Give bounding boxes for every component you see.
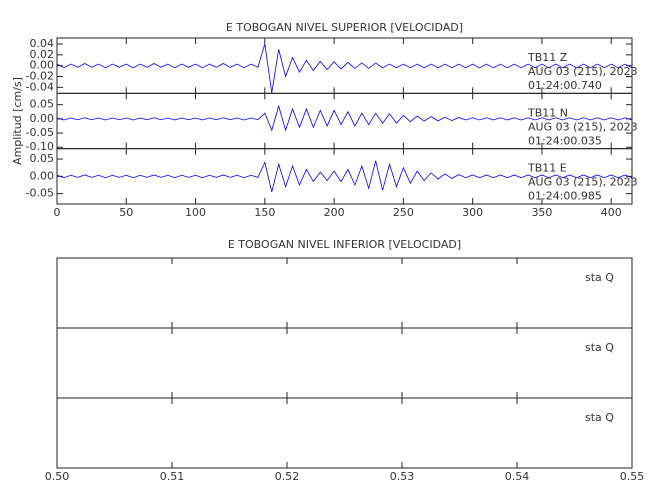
station-label: TB11 Z	[527, 51, 568, 64]
x-tick-label: 50	[119, 206, 133, 219]
date-label: AUG 03 (215), 2023	[528, 176, 638, 189]
x-tick-label: 300	[462, 206, 483, 219]
y-tick-label: -0.02	[26, 70, 54, 83]
x-tick-label: 0.53	[390, 470, 415, 483]
date-label: AUG 03 (215), 2023	[528, 120, 638, 133]
station-label: sta Q	[585, 271, 614, 284]
y-tick-label: 0.00	[30, 112, 55, 125]
time-label: 01:24:00.985	[528, 190, 602, 203]
y-tick-label: -0.04	[26, 80, 54, 93]
y-tick-label: 0.04	[30, 37, 55, 50]
panel-frame	[56, 397, 633, 469]
x-tick-label: 0.51	[160, 470, 185, 483]
chart-title: E TOBOGAN NIVEL SUPERIOR [VELOCIDAD]	[226, 21, 463, 34]
time-label: 01:24:00.035	[528, 134, 602, 147]
y-tick-label: -0.05	[26, 126, 54, 139]
y-tick-label: 0.00	[30, 59, 55, 72]
y-tick-label: 0.05	[30, 98, 55, 111]
x-tick-label: 0	[54, 206, 61, 219]
y-tick-label: -0.10	[26, 140, 54, 153]
station-label: TB11 N	[527, 106, 568, 119]
waveform	[56, 43, 633, 93]
date-label: AUG 03 (215), 2023	[528, 65, 638, 78]
x-tick-label: 100	[185, 206, 206, 219]
y-tick-label: 0.00	[30, 169, 55, 182]
y-tick-label: 0.02	[30, 48, 55, 61]
y-tick-label: 0.05	[30, 152, 55, 165]
x-tick-label: 150	[254, 206, 275, 219]
x-tick-label: 250	[393, 206, 414, 219]
time-label: 01:24:00.740	[528, 79, 602, 92]
panel-frame	[56, 327, 633, 399]
panel-frame	[56, 257, 633, 329]
x-tick-label: 0.50	[45, 470, 70, 483]
y-axis-label: Amplitud [cm/s]	[11, 77, 24, 165]
y-tick-label: -0.05	[26, 187, 54, 200]
waveform	[56, 104, 633, 132]
station-label: sta Q	[585, 341, 614, 354]
station-label: TB11 E	[527, 162, 567, 175]
x-tick-label: 400	[601, 206, 622, 219]
x-tick-label: 0.52	[275, 470, 300, 483]
x-tick-label: 0.55	[620, 470, 645, 483]
station-label: sta Q	[585, 411, 614, 424]
chart-title: E TOBOGAN NIVEL INFERIOR [VELOCIDAD]	[228, 238, 461, 251]
waveform	[56, 160, 633, 192]
x-tick-label: 200	[324, 206, 345, 219]
x-tick-label: 0.54	[505, 470, 530, 483]
x-tick-label: 350	[531, 206, 552, 219]
